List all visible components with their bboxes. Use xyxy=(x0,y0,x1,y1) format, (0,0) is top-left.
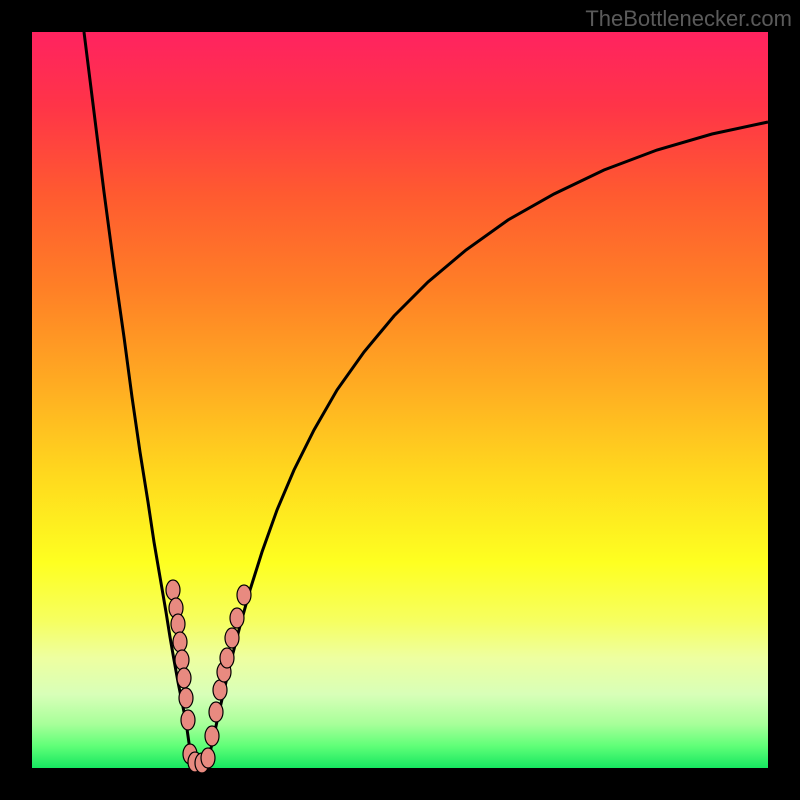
gradient-background xyxy=(32,32,768,768)
marker-right xyxy=(237,585,251,605)
marker-left xyxy=(175,650,189,670)
marker-bottom xyxy=(201,748,215,768)
chart-svg xyxy=(32,32,768,768)
marker-left xyxy=(166,580,180,600)
marker-left xyxy=(177,668,191,688)
plot-area xyxy=(32,32,768,768)
marker-right xyxy=(213,680,227,700)
marker-left xyxy=(181,710,195,730)
marker-right xyxy=(230,608,244,628)
marker-right xyxy=(225,628,239,648)
marker-left xyxy=(171,614,185,634)
marker-right xyxy=(205,726,219,746)
chart-stage: TheBottlenecker.com xyxy=(0,0,800,800)
marker-left xyxy=(179,688,193,708)
watermark-text: TheBottlenecker.com xyxy=(585,6,792,32)
marker-right xyxy=(209,702,223,722)
marker-right xyxy=(220,648,234,668)
marker-left xyxy=(173,632,187,652)
